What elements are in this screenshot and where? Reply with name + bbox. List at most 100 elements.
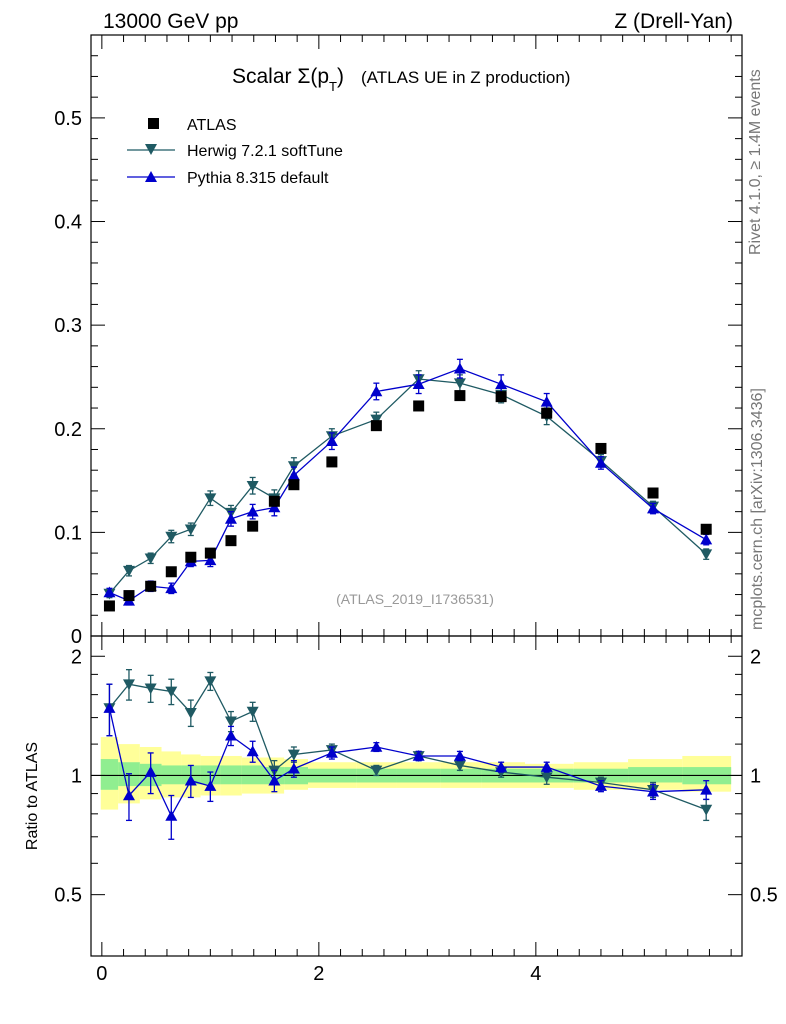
pythia-ratio-point bbox=[204, 780, 217, 791]
pythia-ratio-point bbox=[540, 761, 553, 772]
herwig-main-point bbox=[370, 414, 383, 426]
herwig-main-point bbox=[246, 480, 259, 492]
pythia-main-point bbox=[224, 512, 237, 524]
pythia-main-point bbox=[246, 505, 259, 517]
herwig-main-point bbox=[122, 565, 135, 577]
plot-title-close: ) bbox=[337, 65, 344, 88]
plot-title-description: (ATLAS UE in Z production) bbox=[361, 68, 570, 87]
herwig-main-point bbox=[700, 549, 713, 561]
x-tick-label: 4 bbox=[530, 963, 541, 985]
main-series bbox=[103, 358, 713, 612]
atlas-data-point bbox=[204, 547, 216, 559]
main-y-tick-label: 0.3 bbox=[54, 315, 82, 337]
herwig-ratio-point bbox=[165, 686, 178, 698]
herwig-ratio-point bbox=[287, 749, 300, 761]
atlas-data-point bbox=[268, 495, 280, 507]
atlas-data-point bbox=[247, 520, 259, 532]
atlas-data-point bbox=[647, 487, 659, 499]
pythia-main-point bbox=[647, 502, 660, 514]
header-right: Z (Drell-Yan) bbox=[614, 10, 733, 33]
legend-marker-herwig bbox=[145, 144, 157, 155]
pythia-ratio-point bbox=[103, 702, 116, 713]
pythia-main-point bbox=[495, 378, 508, 390]
pythia-main-point bbox=[370, 385, 383, 397]
atlas-data-point bbox=[541, 407, 553, 419]
atlas-data-point bbox=[225, 535, 237, 547]
atlas-data-point bbox=[165, 566, 177, 578]
herwig-main-point bbox=[144, 553, 157, 565]
pythia-main-point bbox=[165, 582, 178, 594]
pythia-main-point bbox=[594, 456, 607, 468]
pythia-main-point bbox=[103, 586, 116, 598]
herwig-ratio-point bbox=[122, 679, 135, 691]
ratio-axis-label: Ratio to ATLAS bbox=[24, 742, 41, 850]
plot-title-main: Scalar Σ(p bbox=[232, 65, 329, 88]
pythia-ratio-point bbox=[144, 766, 157, 777]
atlas-data-point bbox=[454, 390, 466, 402]
atlas-data-point bbox=[370, 420, 382, 432]
pythia-main-line bbox=[109, 367, 707, 602]
ratio-y-tick-label-right: 1 bbox=[750, 765, 761, 787]
pythia-ratio-point bbox=[370, 740, 383, 752]
legend-label-atlas: ATLAS bbox=[187, 117, 237, 134]
header-left: 13000 GeV pp bbox=[103, 10, 238, 33]
atlas-data-point bbox=[123, 590, 135, 602]
herwig-main-point bbox=[453, 378, 466, 390]
ratio-plot-frame bbox=[90, 635, 743, 957]
herwig-ratio-point bbox=[246, 706, 259, 718]
main-y-tick-label: 0.5 bbox=[54, 108, 82, 130]
pythia-ratio-point bbox=[325, 746, 338, 758]
herwig-ratio-point bbox=[144, 683, 157, 695]
pythia-ratio-point bbox=[647, 785, 660, 797]
pythia-ratio-point bbox=[453, 749, 466, 761]
pythia-main-point bbox=[268, 501, 281, 513]
pythia-ratio-point bbox=[224, 729, 237, 741]
pythia-ratio-point bbox=[700, 783, 713, 795]
atlas-data-point bbox=[145, 580, 157, 592]
band-inner-bin bbox=[628, 767, 683, 783]
pythia-ratio-point bbox=[412, 749, 425, 761]
atlas-data-point bbox=[700, 523, 712, 535]
x-tick-label: 0 bbox=[96, 963, 107, 985]
herwig-ratio-group bbox=[103, 669, 713, 822]
pythia-main-point bbox=[412, 378, 425, 390]
herwig-ratio-point bbox=[370, 765, 383, 777]
ratio-series bbox=[103, 669, 713, 840]
pythia-main-point bbox=[204, 554, 217, 566]
pythia-ratio-point bbox=[184, 774, 197, 786]
axis-tick-labels: 00.10.20.30.40.50.5 0.51 12 20 2 4 bbox=[54, 108, 778, 985]
main-y-tick-label: 0.2 bbox=[54, 419, 82, 441]
pythia-ratio-point bbox=[268, 774, 281, 786]
side-label-rivet: Rivet 4.1.0, ≥ 1.4M events bbox=[747, 69, 764, 255]
pythia-ratio-point bbox=[165, 809, 178, 821]
pythia-main-group bbox=[103, 358, 713, 606]
ratio-y-tick-label-left: 2 bbox=[71, 646, 82, 668]
analysis-watermark: (ATLAS_2019_I1736531) bbox=[336, 591, 494, 607]
pythia-ratio-point bbox=[246, 745, 259, 757]
herwig-ratio-point bbox=[224, 716, 237, 728]
legend-marker-pythia bbox=[145, 171, 157, 182]
pythia-main-point bbox=[540, 395, 553, 407]
herwig-ratio-point bbox=[540, 772, 553, 784]
herwig-ratio-point bbox=[204, 676, 217, 688]
atlas-data-point bbox=[185, 551, 197, 563]
pythia-ratio-point bbox=[495, 761, 508, 772]
atlas-data-point bbox=[326, 456, 338, 468]
pythia-ratio-point bbox=[122, 789, 135, 801]
x-tick-label: 2 bbox=[313, 963, 324, 985]
legend-label-pythia: Pythia 8.315 default bbox=[187, 170, 329, 187]
legend: ATLAS Herwig 7.2.1 softTune Pythia 8.315… bbox=[127, 117, 343, 187]
pythia-ratio-point bbox=[287, 762, 300, 774]
herwig-ratio-point bbox=[184, 707, 197, 719]
pythia-main-point bbox=[287, 469, 300, 481]
atlas-data-point bbox=[288, 479, 300, 491]
ratio-y-tick-label-right: 2 bbox=[750, 646, 761, 668]
pythia-main-point bbox=[325, 435, 338, 446]
herwig-main-point bbox=[165, 531, 178, 543]
ratio-y-tick-label-left: 0.5 bbox=[54, 885, 82, 907]
pythia-ratio-group bbox=[103, 683, 713, 840]
ratio-y-tick-label-right: 0.5 bbox=[750, 885, 778, 907]
herwig-ratio-point bbox=[453, 760, 466, 772]
plot-title: Scalar Σ(pT) bbox=[232, 65, 344, 94]
